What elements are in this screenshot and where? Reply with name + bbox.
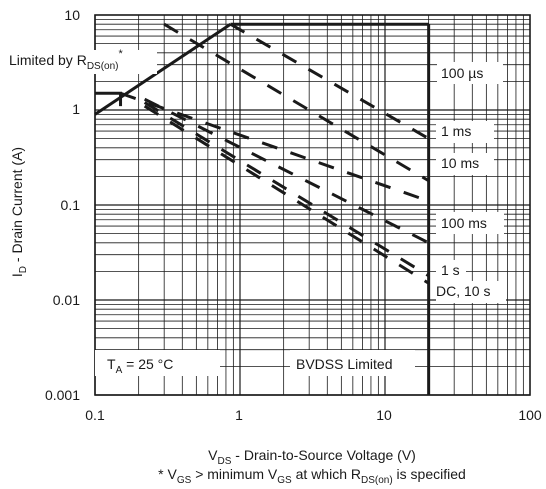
x-tick-label: 0.1	[85, 407, 105, 423]
x-tick-label: 1	[235, 407, 243, 423]
y-tick-label: 0.1	[61, 197, 81, 213]
y-tick-label: 10	[64, 7, 80, 23]
series-line-3	[120, 91, 430, 203]
series-line-5	[143, 101, 430, 278]
series-label: DC, 10 s	[436, 283, 490, 299]
y-tick-label: 1	[72, 101, 80, 117]
x-tick-label: 100	[518, 407, 542, 423]
y-tick-label: 0.001	[45, 387, 80, 403]
footnote: * VGS > minimum VGS at which RDS(on) is …	[158, 466, 466, 486]
chart-marks	[94, 22, 431, 395]
rds-limit-label: Limited by RDS(on)*	[9, 48, 124, 72]
series-line-1	[229, 22, 430, 140]
series-label: 100 ms	[441, 215, 487, 231]
bvdss-label-box	[290, 350, 415, 376]
bvdss-label: BVDSS Limited	[296, 356, 392, 372]
series-labels: 100 µs 1 ms 10 ms 100 ms 1 s DC, 10 s	[436, 62, 506, 303]
ta-label: TA = 25 °C	[107, 356, 173, 376]
series-label: 1 s	[441, 262, 460, 278]
plot-frame	[94, 14, 531, 396]
limit-label-background	[7, 50, 157, 74]
series-label: 100 µs	[441, 65, 483, 81]
series-line-4	[143, 97, 430, 245]
ta-label-box	[95, 350, 220, 376]
series-line-2	[163, 22, 430, 183]
series-label: 1 ms	[441, 123, 471, 139]
series-label: 10 ms	[441, 155, 479, 171]
y-axis-label: ID - Drain Current (A)	[9, 147, 29, 277]
series-line-6	[143, 104, 430, 285]
rds-limit-line	[94, 22, 232, 116]
x-axis-label: VDS - Drain-to-Source Voltage (V)	[208, 447, 416, 467]
x-tick-label: 10	[376, 407, 392, 423]
y-tick-label: 0.01	[53, 292, 80, 308]
